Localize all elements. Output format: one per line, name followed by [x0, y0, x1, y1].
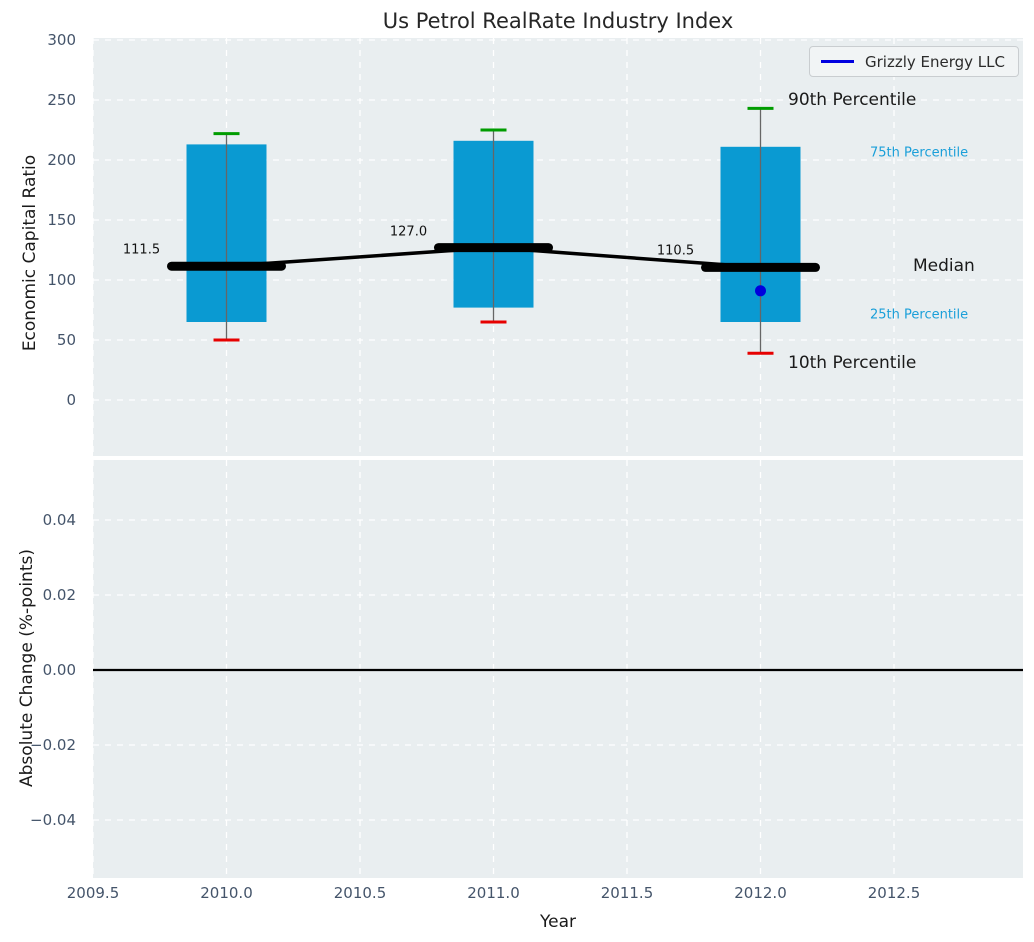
top-axes-canvas: [93, 38, 1023, 456]
top-y-tick-label: 50: [56, 331, 76, 349]
x-tick-label: 2012.5: [867, 884, 921, 902]
bottom-y-tick-label: 0.02: [42, 586, 76, 604]
legend-label: Grizzly Energy LLC: [865, 52, 1005, 71]
x-axis-label: Year: [540, 912, 576, 932]
median-value-label: 110.5: [656, 243, 695, 259]
annotation-25th-percentile: 25th Percentile: [870, 307, 969, 323]
top-y-tick-label: 250: [47, 91, 76, 109]
x-tick-label: 2012.0: [734, 884, 787, 902]
top-y-tick-label: 100: [47, 271, 76, 289]
annotation-median: Median: [913, 256, 975, 276]
bottom-y-tick-label: −0.04: [30, 811, 76, 829]
company-dot: [755, 285, 766, 297]
x-tick-label: 2010.0: [200, 884, 253, 902]
legend-line-sample: [821, 60, 854, 63]
x-tick-label: 2009.5: [66, 884, 120, 902]
annotation-75th-percentile: 75th Percentile: [870, 145, 969, 161]
median-value-label: 127.0: [389, 224, 428, 240]
bottom-axes: [93, 460, 1023, 878]
top-y-tick-label: 0: [66, 391, 76, 409]
top-y-tick-label: 300: [47, 31, 76, 49]
x-tick-label: 2010.5: [333, 884, 387, 902]
x-tick-label: 2011.0: [467, 884, 520, 902]
top-axes: [93, 38, 1023, 456]
top-y-tick-label: 150: [47, 211, 76, 229]
top-y-axis-label: Economic Capital Ratio: [20, 154, 40, 352]
bottom-axes-canvas: [93, 460, 1023, 878]
bottom-y-tick-label: 0.04: [42, 511, 76, 529]
x-tick-label: 2011.5: [600, 884, 654, 902]
legend: Grizzly Energy LLC: [809, 46, 1019, 77]
bottom-y-tick-label: −0.02: [30, 736, 76, 754]
chart-title: Us Petrol RealRate Industry Index: [382, 9, 734, 33]
top-y-tick-label: 200: [47, 151, 76, 169]
bottom-y-tick-label: 0.00: [42, 661, 76, 679]
median-value-label: 111.5: [122, 242, 161, 258]
annotation-90th-percentile: 90th Percentile: [788, 90, 917, 110]
annotation-10th-percentile: 10th Percentile: [788, 353, 917, 373]
